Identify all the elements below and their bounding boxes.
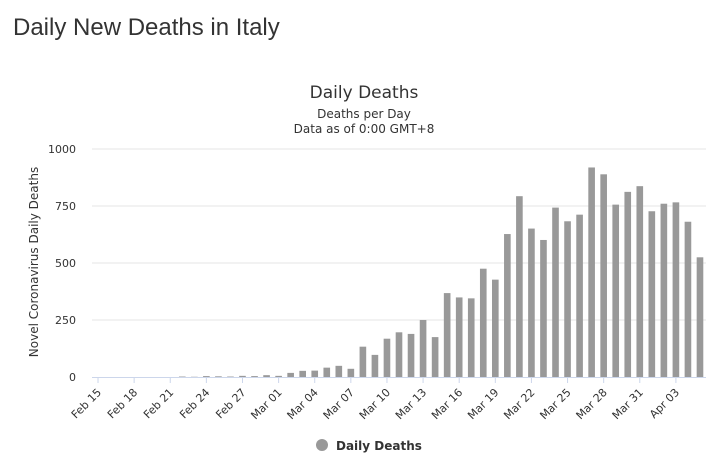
x-tick-label: Feb 27 [213, 386, 248, 421]
x-tick-label: Mar 19 [465, 386, 501, 422]
x-tick-label: Mar 25 [537, 386, 573, 422]
x-tick-label: Feb 21 [141, 386, 176, 421]
bar-feb-24[interactable] [203, 376, 210, 377]
bar-mar-04[interactable] [311, 370, 319, 377]
x-tick-label: Mar 31 [610, 386, 646, 422]
x-tick-label: Mar 13 [393, 386, 429, 422]
bar-mar-02[interactable] [287, 372, 294, 377]
axes: 0 250 500 750 1000 Feb 15 Feb 18 Feb 21 Feb 24 Fe… [48, 143, 706, 422]
bar-mar-10[interactable] [383, 338, 391, 377]
y-tick-label: 0 [69, 371, 76, 384]
bars [178, 167, 704, 377]
bar-mar-15[interactable] [443, 293, 451, 377]
legend-marker-daily-deaths[interactable] [316, 439, 328, 451]
bar-apr-05[interactable] [696, 257, 704, 377]
bar-mar-24[interactable] [552, 207, 559, 377]
bar-mar-23[interactable] [540, 239, 547, 377]
x-tick-label: Apr 03 [647, 386, 682, 421]
bar-feb-29[interactable] [263, 375, 270, 377]
y-tick-label: 250 [55, 314, 76, 327]
bar-mar-08[interactable] [359, 346, 367, 377]
bar-mar-01[interactable] [275, 375, 282, 377]
bar-mar-09[interactable] [371, 354, 379, 377]
bar-feb-28[interactable] [251, 376, 258, 377]
y-tick-label: 500 [55, 257, 76, 270]
bar-mar-05[interactable] [323, 367, 331, 377]
x-tick-label: Mar 22 [501, 386, 537, 422]
chart-title: Daily Deaths [310, 83, 419, 103]
x-tick-label: Mar 04 [285, 386, 321, 422]
bar-mar-16[interactable] [455, 297, 463, 377]
legend[interactable]: Daily Deaths [316, 439, 422, 453]
bar-feb-27[interactable] [239, 375, 246, 377]
bar-mar-20[interactable] [504, 234, 511, 377]
page-title: Daily New Deaths in Italy [13, 14, 280, 41]
bar-mar-29[interactable] [612, 204, 620, 377]
y-tick-label: 750 [55, 200, 76, 213]
bar-apr-01[interactable] [648, 211, 656, 377]
bar-mar-17[interactable] [467, 298, 475, 377]
bar-mar-25[interactable] [564, 221, 571, 377]
bar-mar-11[interactable] [395, 332, 403, 377]
x-tick-label: Feb 24 [177, 386, 212, 421]
bar-apr-04[interactable] [684, 221, 692, 377]
x-tick-label: Feb 18 [105, 386, 140, 421]
y-tick-label: 1000 [48, 143, 76, 156]
x-tick-label: Mar 28 [574, 386, 610, 422]
x-tick-label: Feb 15 [69, 386, 104, 421]
bar-mar-28[interactable] [600, 174, 607, 377]
bar-mar-21[interactable] [516, 196, 523, 377]
bar-mar-13[interactable] [419, 320, 427, 377]
legend-label-daily-deaths[interactable]: Daily Deaths [336, 439, 422, 453]
bar-mar-03[interactable] [299, 370, 306, 377]
bar-mar-30[interactable] [624, 191, 632, 377]
bar-mar-12[interactable] [407, 333, 415, 377]
x-tick-label: Mar 01 [248, 386, 284, 422]
x-tick-label: Mar 16 [429, 386, 465, 422]
bar-mar-22[interactable] [528, 228, 535, 377]
x-tick-label: Mar 07 [321, 386, 357, 422]
bar-mar-07[interactable] [347, 368, 355, 377]
chart-subtitle-line-1: Deaths per Day [317, 107, 411, 121]
bar-mar-26[interactable] [576, 214, 583, 377]
bar-feb-25[interactable] [215, 376, 222, 377]
x-tick-label: Mar 10 [357, 386, 393, 422]
chart-subtitle-line-2: Data as of 0:00 GMT+8 [294, 122, 435, 136]
bar-mar-27[interactable] [588, 167, 595, 377]
bar-mar-31[interactable] [636, 186, 644, 377]
bar-apr-03[interactable] [672, 202, 680, 377]
bar-mar-14[interactable] [431, 337, 439, 377]
bar-mar-18[interactable] [479, 268, 487, 377]
bar-apr-02[interactable] [660, 203, 668, 377]
y-axis-label: Novel Coronavirus Daily Deaths [27, 167, 41, 357]
bar-mar-06[interactable] [335, 365, 343, 377]
bar-mar-19[interactable] [492, 279, 499, 377]
